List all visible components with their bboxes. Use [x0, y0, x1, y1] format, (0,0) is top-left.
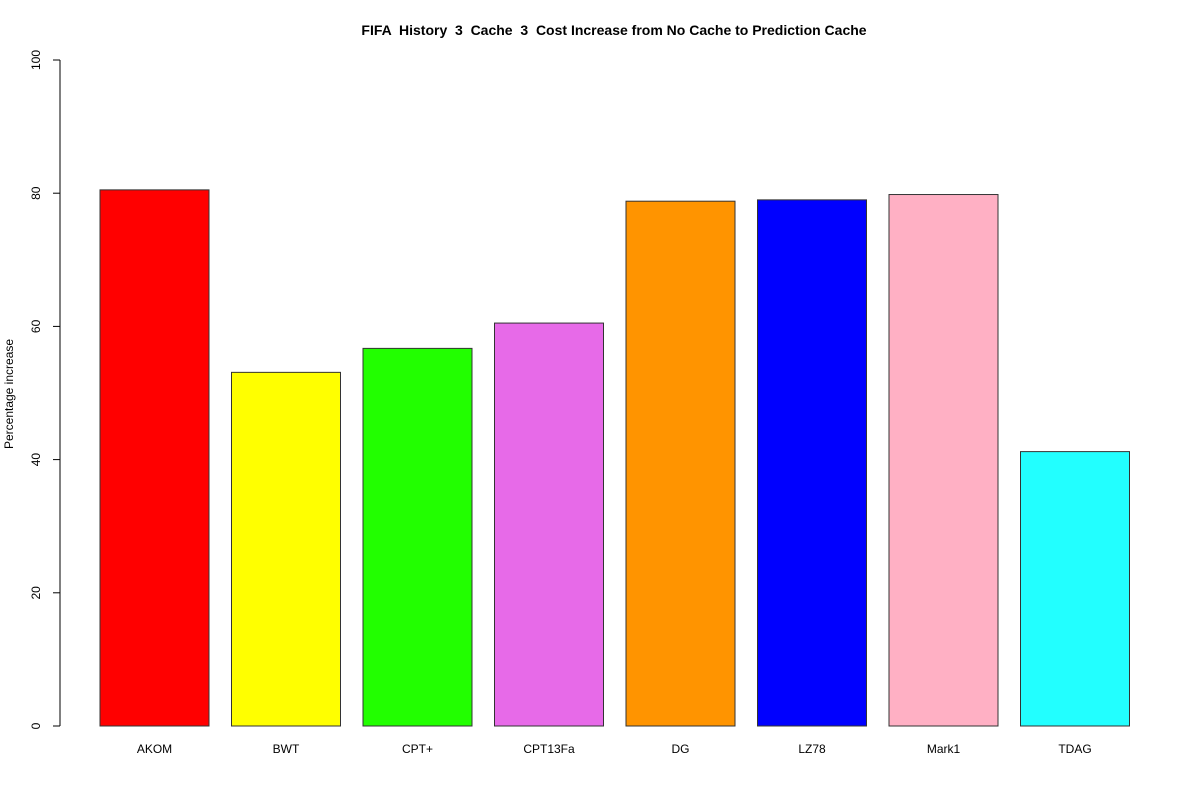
x-tick-label: BWT [273, 742, 300, 756]
bar-cpt13fa [494, 322, 604, 727]
y-axis: 0 20 40 60 80 100 [29, 50, 61, 729]
bar-bwt [231, 371, 341, 727]
x-tick-label: DG [672, 742, 690, 756]
y-tick-label: 0 [29, 722, 43, 729]
bar-lz78 [757, 199, 867, 727]
bar-mark1 [888, 194, 999, 727]
x-tick-label: TDAG [1058, 742, 1091, 756]
x-tick-label: LZ78 [798, 742, 826, 756]
bar-cpt- [362, 347, 473, 727]
y-tick-label: 80 [29, 186, 43, 200]
bars [99, 189, 1130, 727]
x-tick-label: Mark1 [927, 742, 961, 756]
x-tick-label: CPT+ [402, 742, 433, 756]
y-axis-label: Percentage increase [2, 339, 16, 449]
x-tick-label: AKOM [137, 742, 172, 756]
bar-akom [99, 189, 210, 727]
x-tick-labels: AKOM BWT CPT+ CPT13Fa DG LZ78 Mark1 TDAG [137, 742, 1092, 756]
bar-tdag [1020, 451, 1130, 727]
y-tick-label: 20 [29, 586, 43, 600]
y-tick-label: 40 [29, 453, 43, 467]
chart-title: FIFA History 3 Cache 3 Cost Increase fro… [361, 22, 866, 38]
y-tick-label: 100 [29, 50, 43, 70]
y-tick-label: 60 [29, 319, 43, 333]
x-tick-label: CPT13Fa [523, 742, 575, 756]
bar-dg [625, 200, 736, 727]
